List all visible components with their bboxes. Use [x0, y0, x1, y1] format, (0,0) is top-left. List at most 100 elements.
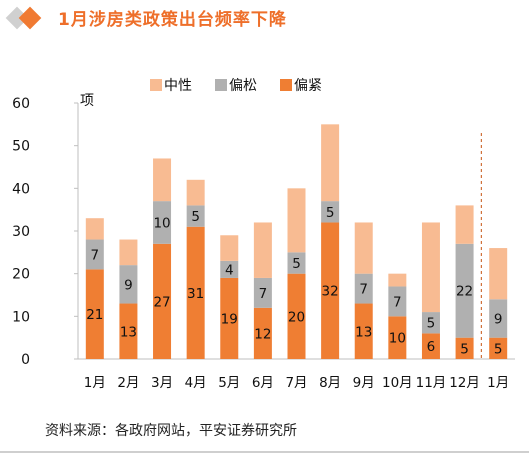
data-label: 10 [389, 331, 406, 347]
bar-segment [421, 222, 440, 313]
data-label: 7 [359, 282, 368, 298]
bar-segment [119, 265, 138, 304]
data-label: 13 [355, 324, 372, 340]
x-tick-label: 9月 [353, 375, 375, 391]
bottom-rule [0, 451, 529, 453]
data-label: 7 [393, 294, 402, 310]
data-label: 5 [460, 341, 469, 357]
bar-segment [153, 243, 172, 359]
chart-bars: 21 7 13 9 27 10 31 5 19 4 12 7 20 5 32 5 13 7 10 7 6 5 5 22 5 9 [85, 124, 508, 359]
bar-segment [455, 205, 474, 244]
data-label: 32 [322, 284, 339, 300]
bar-segment [455, 337, 474, 359]
data-label: 19 [221, 311, 238, 327]
data-label: 5 [292, 256, 301, 272]
y-tick-label: 10 [12, 309, 30, 325]
bar-segment [220, 235, 239, 261]
bar-segment [253, 277, 272, 308]
data-label: 9 [124, 277, 133, 293]
bar-segment [388, 286, 407, 317]
bar-segment [455, 243, 474, 338]
x-tick-label: 6月 [252, 375, 274, 391]
bar-segment [421, 312, 440, 334]
data-label: 6 [427, 339, 436, 355]
bar-segment [489, 299, 508, 338]
x-tick-label: 4月 [185, 375, 207, 391]
y-tick-label: 40 [12, 181, 30, 197]
x-tick-label: 1月 [487, 375, 509, 391]
data-label: 7 [259, 286, 268, 302]
bar-segment [220, 277, 239, 359]
bar-segment [186, 205, 205, 227]
x-tick-label: 8月 [319, 375, 341, 391]
bar-segment [153, 158, 172, 202]
bar-segment [354, 222, 373, 274]
legend-swatch-2 [150, 79, 162, 91]
x-tick-label: 2月 [117, 375, 139, 391]
orange-diamond-icon [18, 6, 42, 30]
y-tick-label: 20 [12, 267, 30, 283]
y-tick-label: 60 [12, 96, 30, 112]
data-label: 9 [494, 311, 503, 327]
data-label: 31 [187, 286, 204, 302]
bar-segment [253, 307, 272, 359]
legend-label: 偏紧 [294, 78, 322, 94]
y-axis-label: 项 [80, 93, 94, 109]
y-tick-label: 50 [12, 139, 30, 155]
header: 1月涉房类政策出台频率下降 [0, 0, 529, 44]
bar-segment [489, 337, 508, 359]
bar-segment [354, 273, 373, 304]
data-label: 5 [326, 205, 335, 221]
x-tick-label: 1月 [84, 375, 106, 391]
data-label: 12 [254, 326, 271, 342]
bar-segment [287, 188, 306, 253]
bar-segment [321, 124, 340, 202]
data-label: 21 [86, 307, 103, 323]
x-tick-label: 12月 [449, 375, 480, 391]
bar-segment [287, 273, 306, 359]
y-tick-label: 30 [12, 224, 30, 240]
data-label: 5 [494, 341, 503, 357]
chart-legend: 中性 偏松 偏紧 [150, 78, 322, 94]
bar-segment [186, 179, 205, 206]
legend-label: 偏松 [229, 78, 257, 94]
bar-segment [85, 269, 104, 359]
bar-segment [354, 303, 373, 359]
data-label: 5 [427, 316, 436, 332]
bar-segment [85, 218, 104, 240]
legend-swatch-1 [215, 79, 227, 91]
data-label: 7 [91, 247, 100, 263]
x-tick-label: 3月 [151, 375, 173, 391]
data-label: 22 [456, 284, 473, 300]
stacked-bar-chart: 中性 偏松 偏紧 0 10 20 30 40 50 60 项 1月 2月 3月 4月 5月 6月 7月 8月 9月 1… [12, 78, 515, 391]
bar-segment [153, 201, 172, 244]
bar-segment [119, 239, 138, 266]
legend-swatch-0 [280, 79, 292, 91]
bar-segment [388, 273, 407, 287]
bar-segment [253, 222, 272, 278]
x-tick-label: 11月 [416, 375, 447, 391]
data-label: 13 [120, 324, 137, 340]
bar-segment [85, 239, 104, 270]
data-label: 20 [288, 309, 305, 325]
x-tick-label: 7月 [285, 375, 307, 391]
bar-segment [119, 303, 138, 359]
bar-segment [489, 248, 508, 300]
data-label: 4 [225, 262, 234, 278]
data-label: 10 [153, 215, 170, 231]
page-title: 1月涉房类政策出台频率下降 [58, 10, 287, 30]
x-tick-label: 5月 [218, 375, 240, 391]
source-note: 资料来源：各政府网站，平安证券研究所 [45, 423, 297, 439]
x-tick-label: 10月 [382, 375, 413, 391]
bar-segment [421, 333, 440, 359]
bar-segment [186, 226, 205, 359]
y-tick-label: 0 [21, 352, 30, 368]
bar-segment [220, 260, 239, 278]
data-label: 27 [153, 294, 170, 310]
data-label: 5 [191, 209, 200, 225]
bar-segment [321, 222, 340, 359]
bar-segment [321, 201, 340, 223]
bar-segment [287, 252, 306, 274]
legend-label: 中性 [164, 78, 192, 94]
